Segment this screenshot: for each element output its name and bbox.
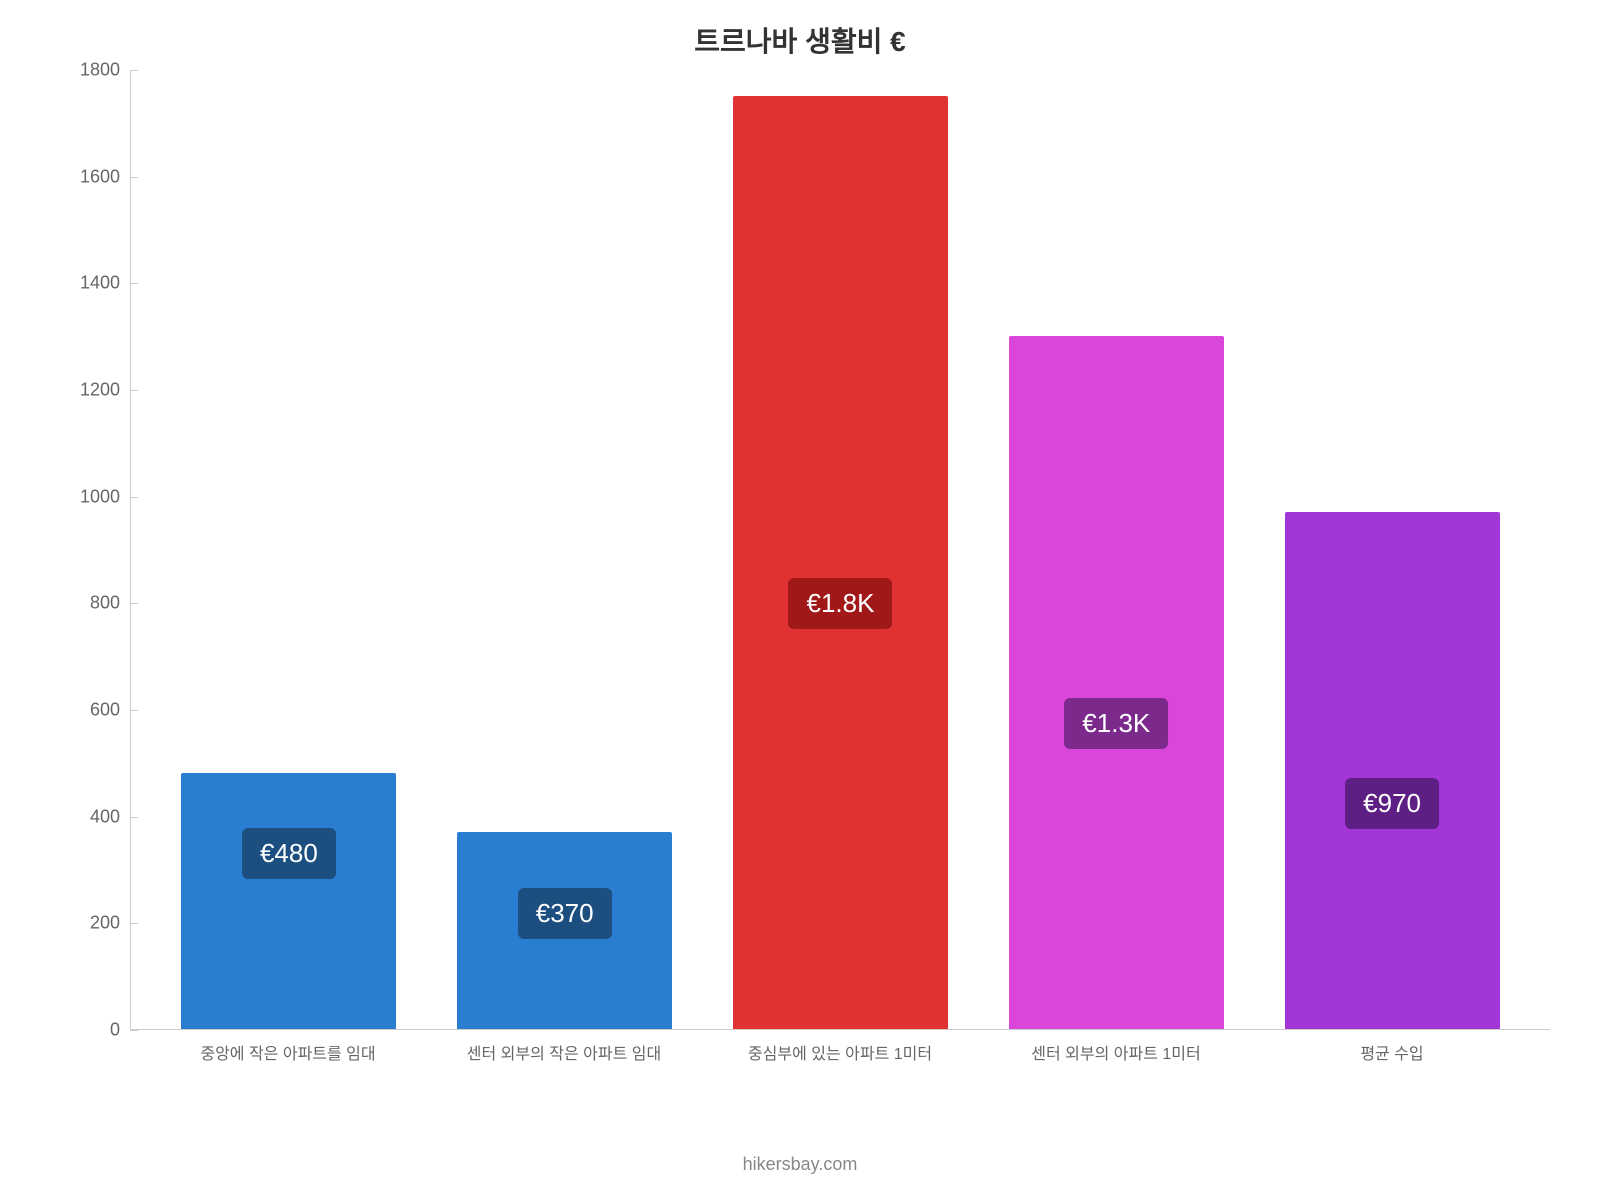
bar-slot: €480 [151,70,427,1029]
bar: €480 [181,773,396,1029]
y-tick-label: 200 [50,913,120,934]
bar-value-badge: €480 [242,828,336,879]
plot-area: 020040060080010001200140016001800 €480€3… [50,70,1550,1090]
y-tick-label: 1000 [50,486,120,507]
bar-slot: €1.3K [978,70,1254,1029]
y-tick-label: 1800 [50,60,120,81]
y-tick-label: 800 [50,593,120,614]
y-tick-mark [130,923,138,924]
bar-value-badge: €370 [518,888,612,939]
footer-credit: hikersbay.com [743,1154,858,1175]
bar-value-badge: €970 [1345,778,1439,829]
x-tick-label: 중앙에 작은 아파트를 임대 [150,1040,426,1064]
x-tick-label: 센터 외부의 작은 아파트 임대 [426,1040,702,1064]
y-tick-mark [130,70,138,71]
bar: €1.8K [733,96,948,1029]
bars-area: €480 €370 €1.8K €1.3K €970 [131,70,1550,1029]
y-tick-label: 600 [50,700,120,721]
y-tick-mark [130,817,138,818]
bar-slot: €1.8K [703,70,979,1029]
y-tick-label: 0 [50,1020,120,1041]
y-tick-mark [130,390,138,391]
y-tick-mark [130,603,138,604]
bar-value-badge: €1.8K [789,578,893,629]
y-tick-mark [130,710,138,711]
bar-slot: €970 [1254,70,1530,1029]
x-axis-labels: 중앙에 작은 아파트를 임대센터 외부의 작은 아파트 임대중심부에 있는 아파… [130,1040,1550,1064]
y-tick-label: 1200 [50,380,120,401]
bar: €1.3K [1009,336,1224,1029]
chart-container: 트르나바 생활비 € 0 200 400 600 800 1000 1200 1400 1600… [50,20,1550,1140]
y-tick-label: 1400 [50,273,120,294]
x-tick-label: 평균 수입 [1254,1040,1530,1064]
bar: €970 [1285,512,1500,1029]
y-axis: 020040060080010001200140016001800 [50,70,130,1030]
y-tick-mark [130,497,138,498]
chart-title: 트르나바 생활비 € [50,20,1550,60]
bar: €370 [457,832,672,1029]
y-tick-mark [130,177,138,178]
chart-body: €480 €370 €1.8K €1.3K €970 [130,70,1550,1030]
bar-value-badge: €1.3K [1064,698,1168,749]
y-tick-mark [130,283,138,284]
y-tick-mark [130,1030,138,1031]
y-tick-label: 400 [50,806,120,827]
x-tick-label: 중심부에 있는 아파트 1미터 [702,1040,978,1064]
bar-slot: €370 [427,70,703,1029]
x-tick-label: 센터 외부의 아파트 1미터 [978,1040,1254,1064]
y-tick-label: 1600 [50,166,120,187]
